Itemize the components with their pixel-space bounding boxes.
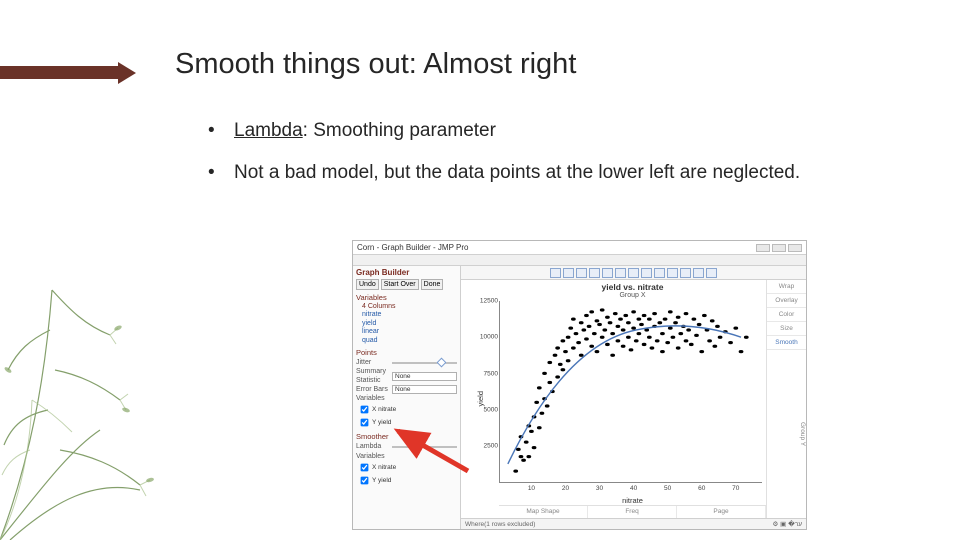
smoother-title: Smoother bbox=[356, 432, 457, 441]
graph-builder-window: Corn - Graph Builder - JMP Pro Graph Bui… bbox=[352, 240, 807, 530]
element-icon[interactable] bbox=[680, 268, 691, 278]
ribbon-bar bbox=[0, 66, 120, 79]
smoother-chk-x[interactable]: X nitrate bbox=[356, 461, 457, 474]
variables-title: Variables bbox=[356, 293, 457, 302]
group-x-label[interactable]: Group X bbox=[499, 292, 766, 299]
element-icon[interactable] bbox=[641, 268, 652, 278]
y-tick: 7500 bbox=[472, 370, 498, 377]
errorbars-select[interactable]: None bbox=[392, 385, 457, 394]
lambda-row: Lambda bbox=[356, 442, 457, 451]
columns-count: 4 Columns bbox=[356, 303, 457, 311]
minimize-button[interactable] bbox=[756, 244, 770, 252]
bullet-1: Lambda: Smoothing parameter bbox=[208, 118, 808, 144]
right-drop-zones: Wrap Overlay Color Size Smooth Group Y bbox=[766, 280, 806, 518]
page-drop[interactable]: Page bbox=[677, 506, 766, 518]
x-axis-label: nitrate bbox=[622, 496, 643, 505]
size-drop[interactable]: Size bbox=[767, 322, 806, 336]
element-icon[interactable] bbox=[615, 268, 626, 278]
element-icon[interactable] bbox=[589, 268, 600, 278]
bullet-list: Lambda: Smoothing parameter Not a bad mo… bbox=[208, 118, 808, 201]
points-section: Points Jitter Summary StatisticNone Erro… bbox=[356, 348, 457, 429]
slide-title: Smooth things out: Almost right bbox=[175, 48, 576, 81]
done-button[interactable]: Done bbox=[421, 279, 444, 290]
freq-drop[interactable]: Freq bbox=[588, 506, 677, 518]
variables-label: Variables bbox=[356, 394, 392, 403]
maximize-button[interactable] bbox=[772, 244, 786, 252]
element-icon[interactable] bbox=[667, 268, 678, 278]
variables-section: Variables 4 Columns nitrate yield linear… bbox=[356, 293, 457, 345]
y-tick: 12500 bbox=[472, 298, 498, 305]
lambda-label: Lambda bbox=[356, 442, 392, 451]
bullet-2: Not a bad model, but the data points at … bbox=[208, 160, 808, 186]
close-button[interactable] bbox=[788, 244, 802, 252]
ribbon-chevron bbox=[118, 62, 136, 84]
y-tick: 5000 bbox=[472, 406, 498, 413]
element-icon[interactable] bbox=[654, 268, 665, 278]
element-icon[interactable] bbox=[693, 268, 704, 278]
smoother-chk-y[interactable]: Y yield bbox=[356, 474, 457, 487]
smoother-variables-label: Variables bbox=[356, 452, 392, 461]
title-ribbon bbox=[0, 62, 155, 84]
overlay-drop[interactable]: Overlay bbox=[767, 294, 806, 308]
bullet-1-keyword: Lambda bbox=[234, 120, 303, 141]
jitter-row: Jitter bbox=[356, 358, 457, 367]
errorbars-label: Error Bars bbox=[356, 385, 392, 394]
jitter-label: Jitter bbox=[356, 358, 392, 367]
smoother-section: Smoother Lambda Variables X nitrate Y yi… bbox=[356, 432, 457, 486]
jitter-slider[interactable] bbox=[392, 359, 457, 367]
element-icon-row bbox=[461, 266, 806, 280]
chart-title: yield vs. nitrate bbox=[499, 280, 766, 292]
summary-label: Summary Statistic bbox=[356, 367, 392, 385]
element-icon[interactable] bbox=[576, 268, 587, 278]
chk-y-yield[interactable]: Y yield bbox=[356, 416, 457, 429]
window-title: Corn - Graph Builder - JMP Pro bbox=[357, 243, 468, 252]
map-shape-drop[interactable]: Map Shape bbox=[499, 506, 588, 518]
bottom-drop-zones: Map Shape Freq Page bbox=[499, 505, 766, 518]
window-menubar[interactable] bbox=[353, 255, 806, 266]
group-y-drop[interactable]: Group Y bbox=[767, 350, 806, 518]
summary-select[interactable]: None bbox=[392, 372, 457, 381]
chk-x-nitrate[interactable]: X nitrate bbox=[356, 403, 457, 416]
var-linear[interactable]: linear bbox=[356, 328, 457, 336]
graph-builder-main: yield yield vs. nitrate Group X 25005000… bbox=[461, 266, 806, 529]
var-yield[interactable]: yield bbox=[356, 320, 457, 328]
scatter-plot[interactable]: 250050007500100001250010203040506070 bbox=[499, 301, 762, 483]
element-icon[interactable] bbox=[602, 268, 613, 278]
element-icon[interactable] bbox=[550, 268, 561, 278]
var-quad[interactable]: quad bbox=[356, 337, 457, 345]
graph-builder-left-panel: Graph Builder Undo Start Over Done Varia… bbox=[353, 266, 461, 529]
wrap-drop[interactable]: Wrap bbox=[767, 280, 806, 294]
element-icon[interactable] bbox=[706, 268, 717, 278]
undo-button[interactable]: Undo bbox=[356, 279, 379, 290]
status-icons[interactable]: ⚙ ▣ �ער bbox=[772, 519, 802, 529]
status-bar: Where(1 rows excluded) ⚙ ▣ �ער bbox=[461, 518, 806, 529]
y-drop-zone[interactable]: yield bbox=[461, 280, 499, 518]
graph-builder-heading: Graph Builder bbox=[356, 268, 457, 277]
lambda-slider[interactable] bbox=[392, 443, 457, 451]
builder-toolbar: Undo Start Over Done bbox=[356, 279, 457, 290]
window-titlebar: Corn - Graph Builder - JMP Pro bbox=[353, 241, 806, 255]
element-icon[interactable] bbox=[563, 268, 574, 278]
var-nitrate[interactable]: nitrate bbox=[356, 311, 457, 319]
element-icon[interactable] bbox=[628, 268, 639, 278]
y-tick: 2500 bbox=[472, 443, 498, 450]
bullet-1-rest: : Smoothing parameter bbox=[303, 120, 496, 141]
legend-smooth: Smooth bbox=[767, 336, 806, 350]
leaf-decoration bbox=[0, 200, 190, 540]
status-text: Where(1 rows excluded) bbox=[465, 519, 535, 529]
y-axis-label: yield bbox=[476, 391, 485, 406]
color-drop[interactable]: Color bbox=[767, 308, 806, 322]
points-title: Points bbox=[356, 348, 457, 357]
start-over-button[interactable]: Start Over bbox=[381, 279, 419, 290]
y-tick: 10000 bbox=[472, 334, 498, 341]
